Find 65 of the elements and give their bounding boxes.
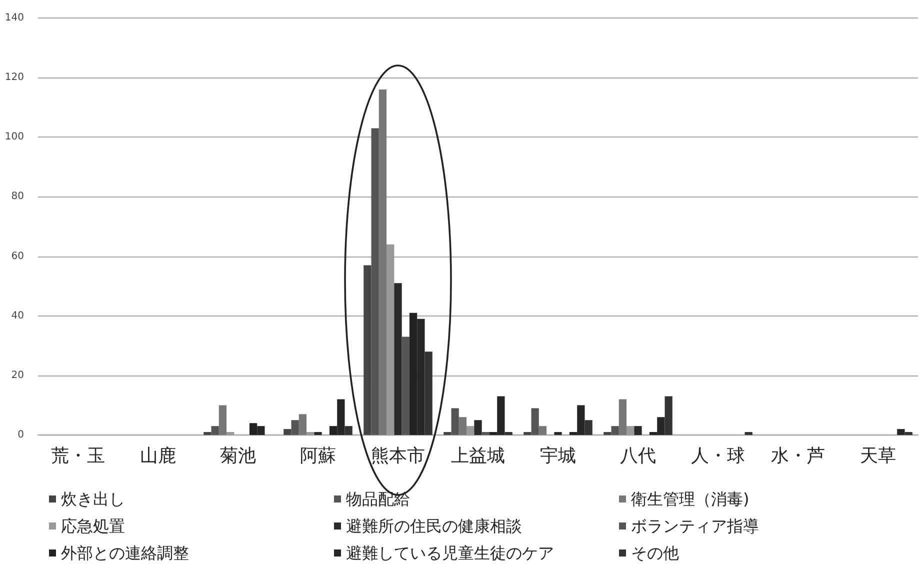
y-tick-label: 140 [4,12,24,24]
legend-label: その他 [631,544,679,562]
x-tick-label: 天草 [860,446,896,466]
bar [211,426,219,435]
bar [458,417,467,435]
bar [424,352,432,435]
bar [466,426,474,435]
bar [626,426,634,435]
legend-label: ボランティア指導 [631,516,759,536]
bar [474,420,482,435]
y-tick-label: 100 [4,132,24,143]
bar [394,283,402,435]
y-tick-label: 40 [11,310,24,322]
x-tick-label: 阿蘇 [300,446,336,466]
y-tick-label: 0 [18,430,24,440]
bar [618,399,627,435]
legend-label: 炊き出し [61,490,125,508]
x-tick-label: 熊本市 [371,446,425,466]
bar [314,432,322,435]
y-tick-label: 20 [11,370,24,381]
bar [444,432,452,435]
bar [634,426,642,435]
bar [504,432,512,435]
bar [291,420,299,435]
bar [344,426,352,435]
bar [226,432,234,435]
bar [531,408,539,435]
bar [482,432,490,435]
legend-label: 避難している児童生徒のケア [346,544,554,562]
bar [218,405,227,435]
x-tick-label: 水・芦 [771,446,825,466]
bar [538,426,547,435]
bar [364,265,372,435]
bar [204,432,212,435]
legend-label: 応急処置 [61,516,125,536]
bar [386,244,394,435]
bar [744,432,752,435]
bar [604,432,612,435]
x-tick-label: 宇城 [540,446,576,466]
bar [306,432,314,435]
x-tick-label: 八代 [620,446,656,466]
y-tick-label: 80 [11,191,24,202]
bar [611,426,619,435]
x-tick-label: 上益城 [451,446,505,466]
legend-label: 衛生管理（消毒) [631,490,750,508]
bar [402,336,410,435]
bar [451,408,459,435]
bar [897,429,905,435]
y-tick-label: 60 [11,250,24,262]
bar [524,432,532,435]
x-tick-label: 山鹿 [140,446,176,466]
bar [904,432,912,435]
bar [584,420,592,435]
bar [298,414,307,435]
y-tick-label: 120 [4,72,24,84]
legend-label: 外部との連絡調整 [61,544,189,562]
x-tick-label: 菊池 [220,446,256,466]
bar [378,89,387,435]
legend-label: 避難所の住民の健康相談 [346,516,522,536]
bar [284,429,292,435]
bar [664,396,672,435]
x-tick-label: 人・球 [691,446,745,466]
bar [371,128,379,435]
bar [554,432,562,435]
x-tick-label: 荒・玉 [51,446,105,466]
